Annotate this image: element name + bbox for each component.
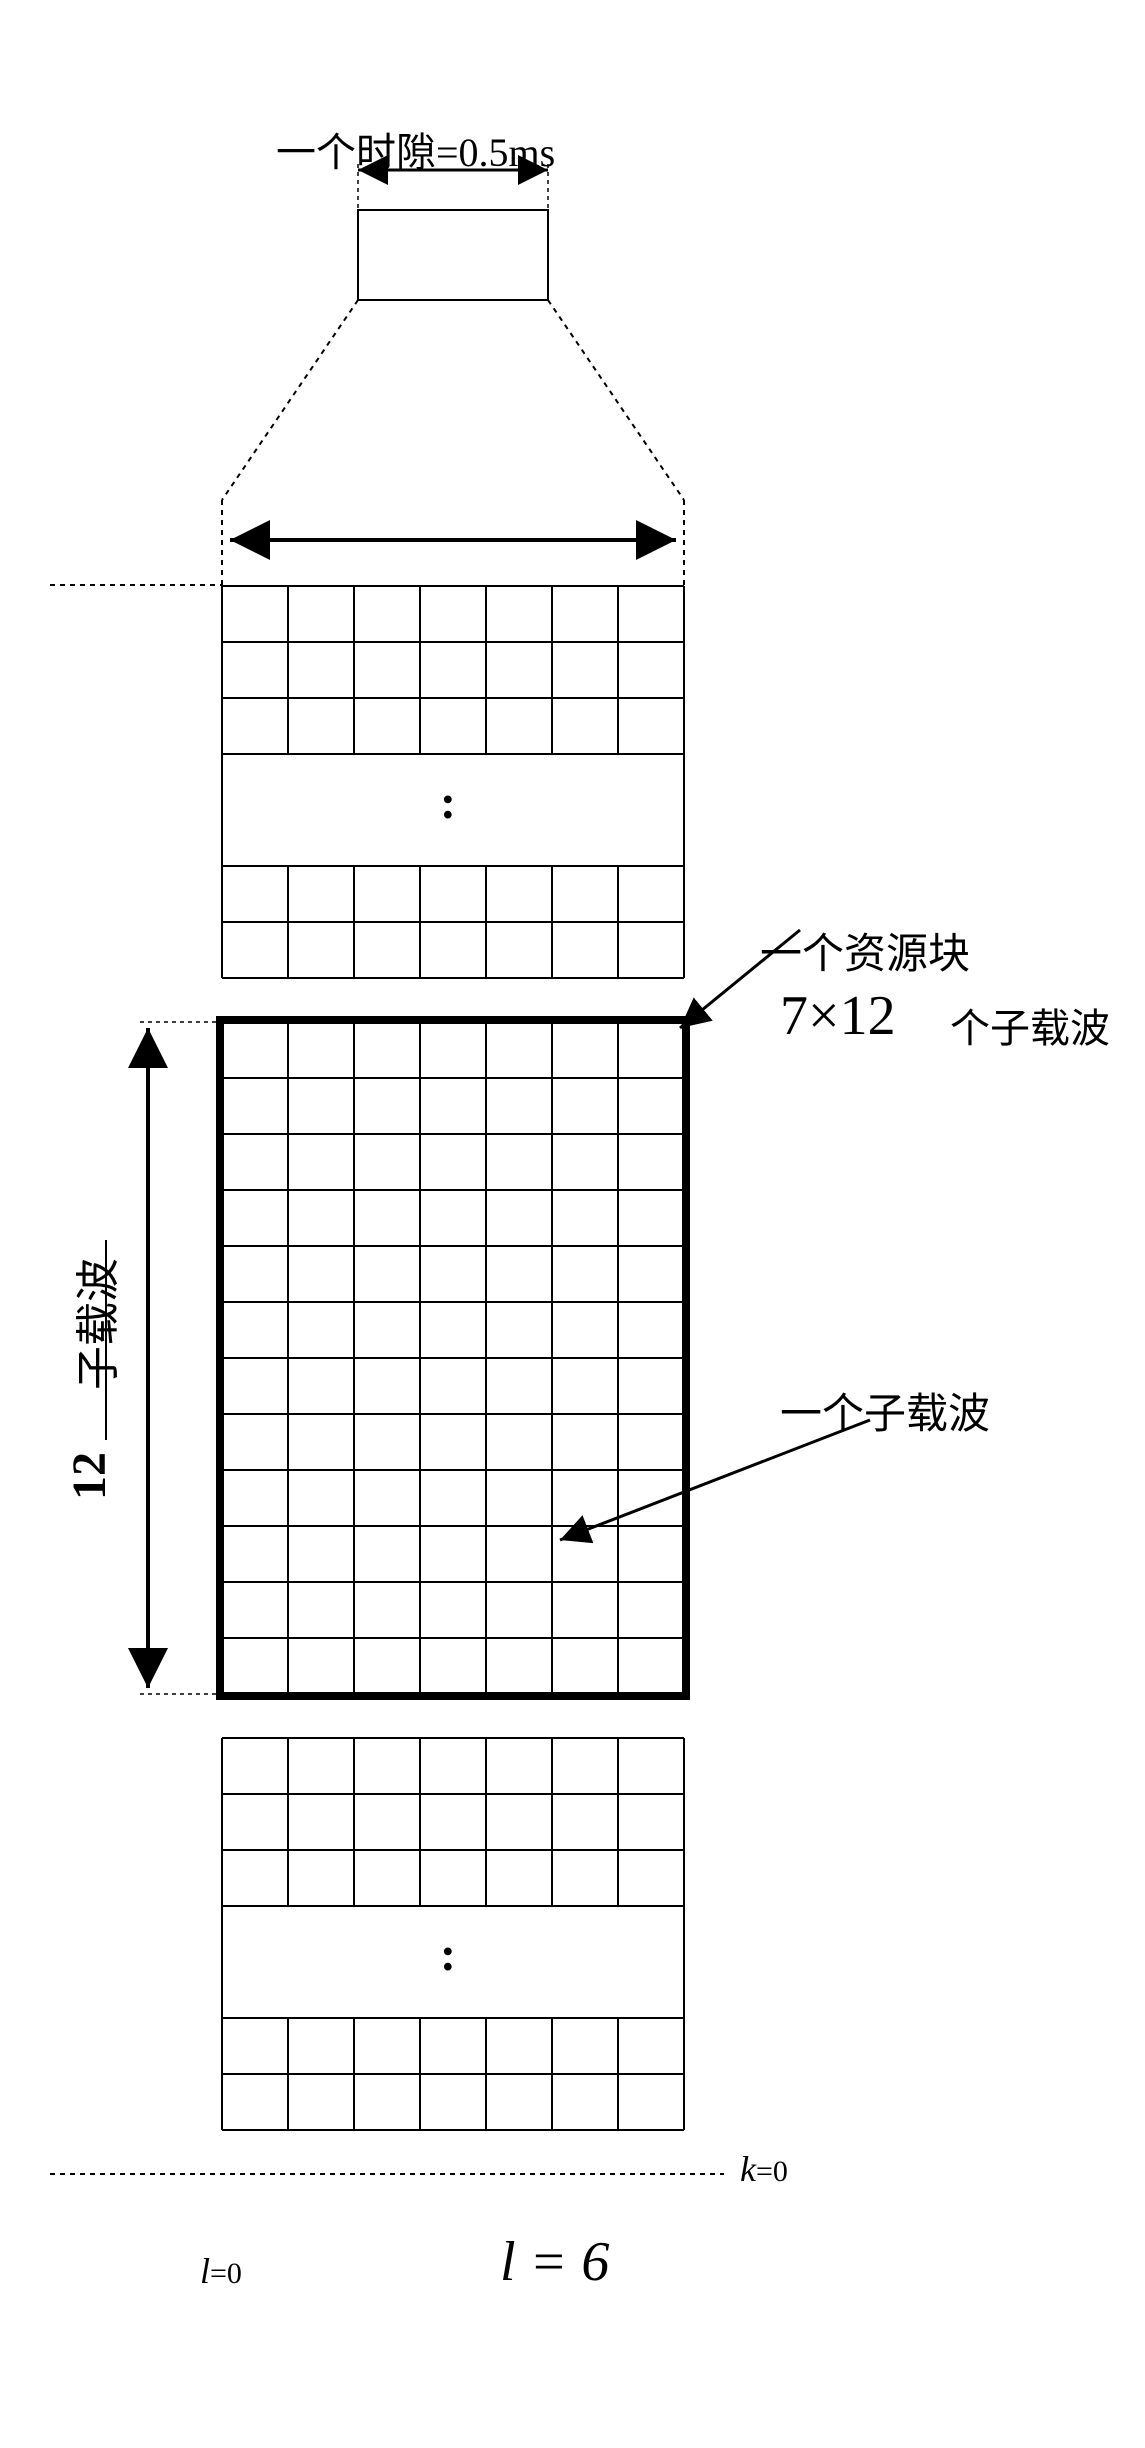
v-axis-text: 子载波 (62, 1258, 126, 1390)
element-label: 一个子载波 (780, 1380, 990, 1441)
grid-bottom-a (222, 1738, 684, 1906)
l-zero: l=0 (200, 2250, 242, 2292)
ellipsis-bottom: : (440, 1927, 456, 1982)
grid-top-a (222, 586, 684, 754)
top-slot-box (358, 210, 548, 300)
resource-block-label: 一个资源块 (760, 920, 970, 981)
expand-left (222, 300, 358, 500)
grid-bottom-b (222, 2018, 684, 2130)
rb-size-value: 7×12 (780, 984, 896, 1048)
rb-size-suffix: 个子载波 (950, 996, 1110, 1054)
v-axis-number: 12 (62, 1452, 117, 1500)
top-slot-label: 一个时隙=0.5ms (276, 120, 555, 178)
ellipsis-top: : (440, 775, 456, 830)
l-six: l = 6 (500, 2230, 609, 2294)
k-zero: k=0 (740, 2148, 788, 2190)
expand-right (548, 300, 684, 500)
resource-block-grid (222, 1022, 684, 1694)
grid-top-b (222, 866, 684, 978)
